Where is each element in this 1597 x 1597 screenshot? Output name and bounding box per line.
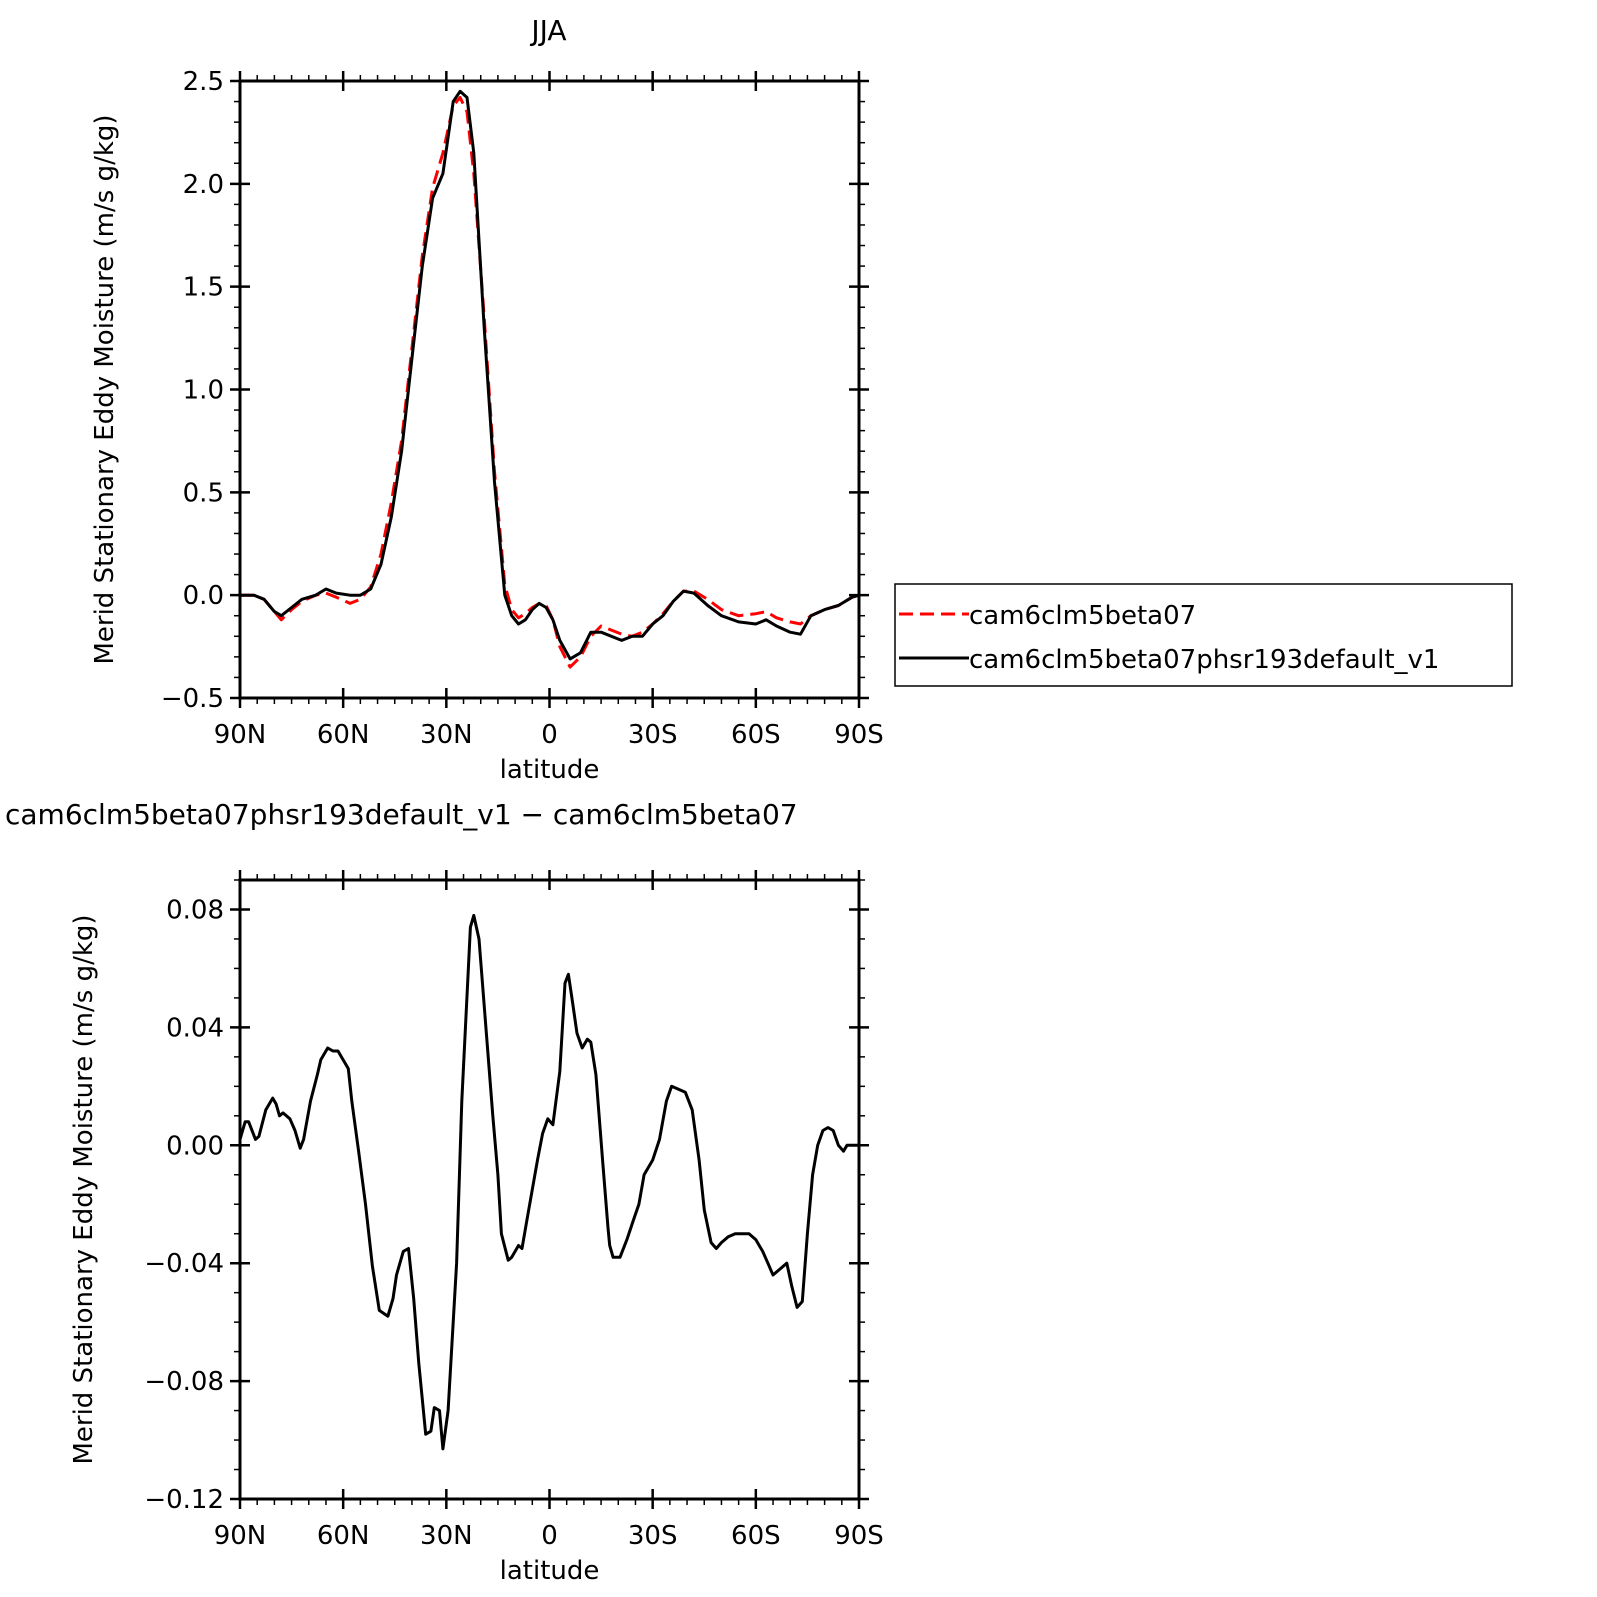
y-tick-label: 0.08 — [166, 895, 224, 925]
y-tick-label: 2.5 — [183, 67, 224, 97]
series-line-0 — [240, 913, 859, 1451]
x-tick-label: 30S — [628, 1521, 678, 1551]
y-tick-label: 0.00 — [166, 1131, 224, 1161]
plot-frame — [238, 878, 861, 1501]
y-tick-label: 0.04 — [166, 1013, 224, 1043]
chart-title: cam6clm5beta07phsr193default_v1 − cam6cl… — [5, 798, 798, 831]
x-tick-label: 60S — [731, 720, 781, 750]
x-tick-label: 30N — [420, 720, 473, 750]
y-tick-label: 2.0 — [183, 170, 224, 200]
x-tick-label: 30S — [628, 720, 678, 750]
x-axis-label: latitude — [500, 1556, 600, 1586]
series-line-1 — [240, 89, 859, 661]
series-line-0 — [240, 96, 859, 669]
x-tick-label: 90S — [834, 1521, 884, 1551]
chart-title: JJA — [529, 14, 566, 47]
x-tick-label: 30N — [420, 1521, 473, 1551]
x-tick-label: 90S — [834, 720, 884, 750]
x-tick-label: 0 — [541, 1521, 558, 1551]
plot-area — [240, 89, 859, 669]
x-tick-label: 60N — [317, 1521, 370, 1551]
y-axis-label: Merid Stationary Eddy Moisture (m/s g/kg… — [69, 914, 99, 1464]
y-tick-label: 1.5 — [183, 273, 224, 303]
y-axis-label: Merid Stationary Eddy Moisture (m/s g/kg… — [90, 114, 120, 664]
y-tick-label: −0.5 — [161, 684, 224, 714]
legend-box — [894, 583, 1513, 687]
legend-label-0: cam6clm5beta07 — [969, 601, 1196, 631]
y-tick-label: −0.04 — [144, 1249, 224, 1279]
y-tick-label: −0.12 — [144, 1485, 224, 1515]
x-tick-label: 0 — [541, 720, 558, 750]
plot-area — [240, 913, 859, 1451]
x-tick-label: 60N — [317, 720, 370, 750]
x-tick-label: 60S — [731, 1521, 781, 1551]
top-panel: JJA 2.5 2.0 1.5 1.0 0.5 0.0 −0.5 90N 60N 30N 0 30S 60… — [90, 14, 1513, 785]
y-tick-label: 0.5 — [183, 478, 224, 508]
x-tick-label: 90N — [214, 1521, 267, 1551]
legend-label-1: cam6clm5beta07phsr193default_v1 — [969, 645, 1439, 675]
x-tick-label: 90N — [214, 720, 267, 750]
difference-panel: cam6clm5beta07phsr193default_v1 − cam6cl… — [5, 798, 884, 1586]
y-tick-label: 0.0 — [183, 581, 224, 611]
x-axis-label: latitude — [500, 755, 600, 785]
plot-frame — [238, 79, 861, 700]
y-tick-label: −0.08 — [144, 1367, 224, 1397]
y-tick-label: 1.0 — [183, 376, 224, 406]
